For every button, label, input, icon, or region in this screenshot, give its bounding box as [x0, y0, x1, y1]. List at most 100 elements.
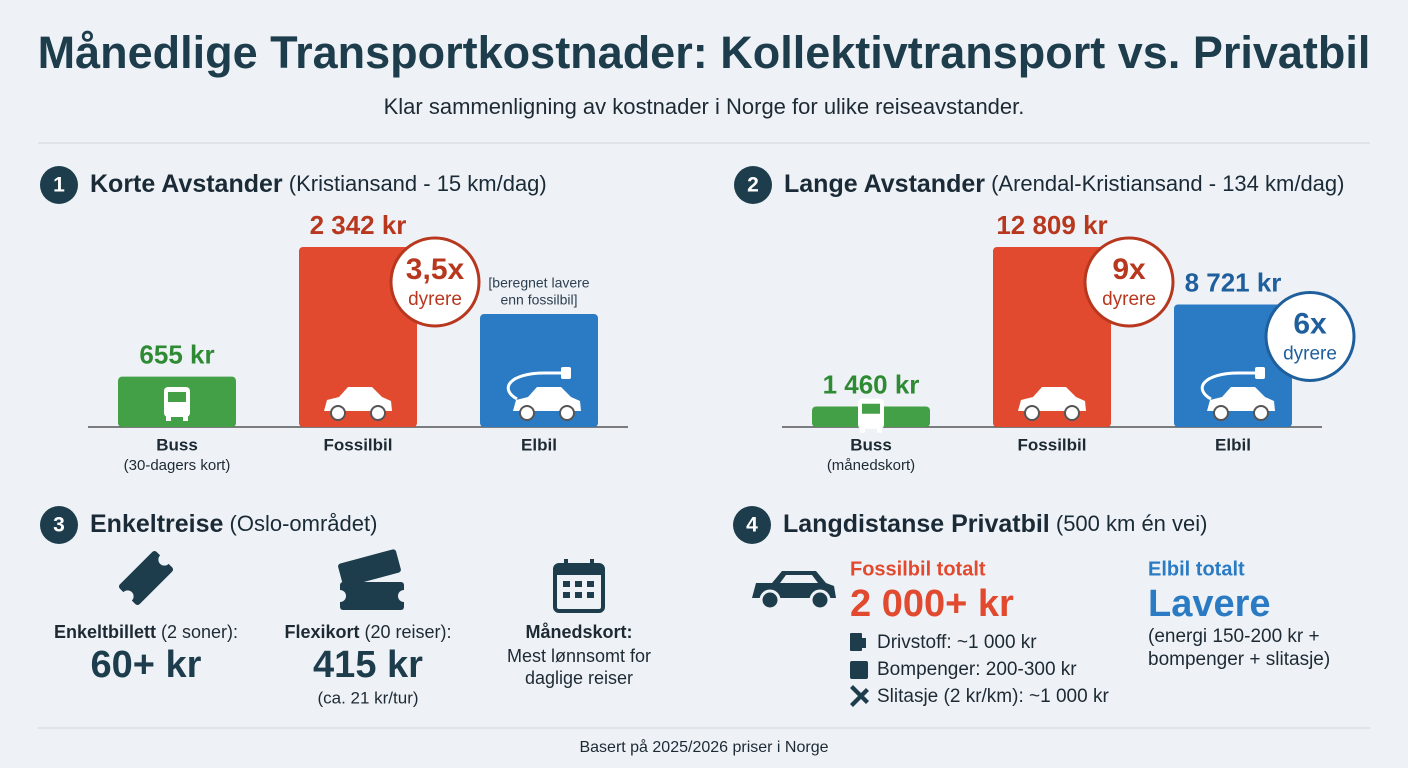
- badge-text: 9x: [1112, 253, 1146, 286]
- car-body: [513, 387, 581, 411]
- category-label: Fossilbil: [1018, 435, 1087, 454]
- bus-icon: [858, 398, 884, 433]
- item-label-main: Enkeltbillett: [54, 622, 156, 642]
- plug: [561, 367, 571, 379]
- item-label-note: (2 soner):: [156, 622, 238, 642]
- page-title: Månedlige Transportkostnader: Kollektivt…: [38, 27, 1371, 78]
- badge: [1083, 236, 1175, 328]
- plug-cable: [506, 371, 561, 401]
- car-wheel: [1213, 405, 1229, 421]
- car-wheel: [1253, 405, 1269, 421]
- electric-value: Lavere: [1148, 583, 1271, 625]
- section-number-badge: [733, 506, 771, 544]
- category-label: Buss: [156, 435, 198, 454]
- section-heading: Lange Avstander (Arendal-Kristiansand - …: [784, 170, 1344, 198]
- ecar-icon: [506, 367, 581, 421]
- category-label: Buss: [850, 435, 892, 454]
- bar: [299, 247, 417, 427]
- section-heading: Enkeltreise (Oslo-området): [90, 510, 377, 538]
- value-label: 8 721 kr: [1185, 267, 1282, 297]
- section-subtitle: (Kristiansand - 15 km/dag): [283, 171, 547, 196]
- ecar-icon: [1200, 367, 1275, 421]
- fossil-value: 2 000+ kr: [850, 583, 1014, 625]
- bus-window: [168, 392, 186, 402]
- section-number: 1: [53, 174, 65, 197]
- annotation: [beregnet lavere: [488, 275, 589, 291]
- bus-wheel: [877, 427, 882, 433]
- page-subtitle: Klar sammenligning av kostnader i Norge …: [384, 94, 1025, 119]
- bus-wheel: [860, 427, 865, 433]
- bus-icon: [164, 387, 190, 421]
- car-wheel: [1024, 405, 1040, 421]
- electric-heading: Elbil totalt: [1148, 558, 1245, 580]
- item-note: (ca. 21 kr/tur): [317, 688, 418, 707]
- ticket-icon: [118, 550, 174, 606]
- car-icon: [1018, 387, 1086, 421]
- item-label-main: Månedskort:: [525, 622, 632, 642]
- section-title: Enkeltreise: [90, 510, 224, 538]
- section-subtitle: (500 km én vei): [1050, 511, 1208, 536]
- car-wheel: [370, 405, 386, 421]
- section-heading: Korte Avstander (Kristiansand - 15 km/da…: [90, 170, 547, 198]
- car-wheel: [330, 405, 346, 421]
- item-label: Månedskort:: [525, 622, 632, 642]
- value-label: 2 342 kr: [310, 210, 407, 240]
- line-icons: [850, 633, 869, 707]
- item-label: Flexikort (20 reiser):: [284, 622, 451, 642]
- electric-line: (energi 150-200 kr +: [1148, 626, 1320, 647]
- badge-note: dyrere: [1283, 343, 1337, 364]
- item-label: Enkeltbillett (2 soner):: [54, 622, 238, 642]
- category-note: (månedskort): [827, 457, 915, 474]
- item-label-main: Flexikort: [284, 622, 359, 642]
- category-note: (30-dagers kort): [124, 457, 231, 474]
- item-value: 60+ kr: [91, 644, 202, 686]
- car-wheel: [1064, 405, 1080, 421]
- section-number-badge: [40, 506, 78, 544]
- badge-note: dyrere: [408, 289, 462, 310]
- fossil-line: Drivstoff: ~1 000 kr: [877, 632, 1037, 653]
- item-label-note: (20 reiser):: [360, 622, 452, 642]
- plug: [1255, 367, 1265, 379]
- category-label: Elbil: [521, 435, 557, 454]
- badge-note: dyrere: [1102, 289, 1156, 310]
- value-label: 655 kr: [139, 340, 214, 370]
- car-body: [1018, 387, 1086, 411]
- bus-window: [862, 403, 880, 414]
- car-wheel: [559, 405, 575, 421]
- section-title: Lange Avstander: [784, 170, 985, 198]
- fossil-heading: Fossilbil totalt: [850, 558, 986, 580]
- fossil-line: Bompenger: 200-300 kr: [877, 659, 1077, 680]
- section-number: 2: [747, 174, 759, 197]
- section-subtitle: (Oslo-området): [223, 511, 377, 536]
- item-value: 415 kr: [313, 644, 423, 686]
- annotation: enn fossilbil]: [500, 292, 577, 308]
- bar: [993, 247, 1111, 427]
- badge: [1264, 290, 1356, 382]
- bus-wheel: [183, 416, 188, 421]
- section-subtitle: (Arendal-Kristiansand - 134 km/dag): [985, 171, 1345, 196]
- value-label: 12 809 kr: [996, 210, 1107, 240]
- badge: [389, 236, 481, 328]
- car-body: [324, 387, 392, 411]
- value-label: 1 460 kr: [823, 369, 920, 399]
- badge-text: 6x: [1293, 307, 1327, 340]
- flexi-ticket-icon: [334, 549, 410, 610]
- car-body: [1207, 387, 1275, 411]
- section-number-badge: [40, 166, 78, 204]
- car-wheel: [519, 405, 535, 421]
- badge-text: 3,5x: [406, 253, 465, 286]
- category-label: Elbil: [1215, 435, 1251, 454]
- section-heading: Langdistanse Privatbil (500 km én vei): [783, 510, 1207, 538]
- car-icon: [752, 571, 836, 611]
- section-number-badge: [734, 166, 772, 204]
- plug-cable: [1200, 371, 1255, 401]
- car-icon: [324, 387, 392, 421]
- fossil-line: Slitasje (2 kr/km): ~1 000 kr: [877, 686, 1109, 707]
- bus-wheel: [166, 416, 171, 421]
- calendar-icon: [553, 559, 605, 613]
- footer: Basert på 2025/2026 priser i Norge: [579, 738, 828, 756]
- item-line: Mest lønnsomt for: [507, 646, 651, 666]
- section-number: 3: [53, 514, 65, 537]
- item-line: daglige reiser: [525, 668, 633, 688]
